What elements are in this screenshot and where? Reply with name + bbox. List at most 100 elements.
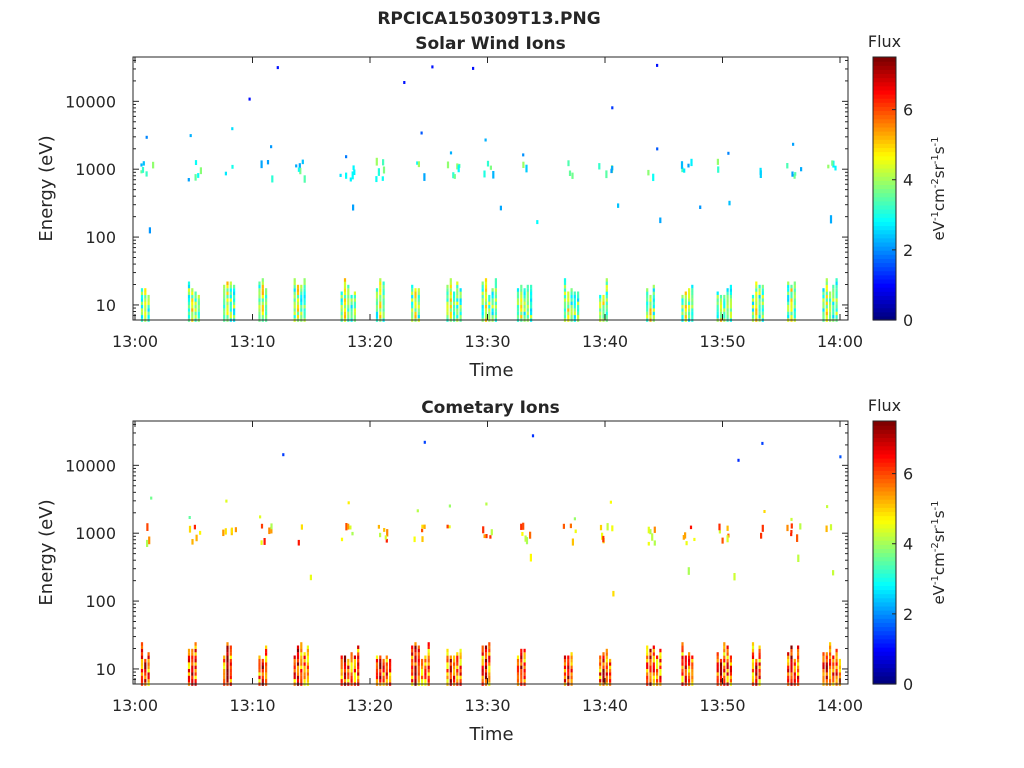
flux-cell [187, 648, 191, 653]
flux-cell [646, 662, 649, 666]
flux-cell [719, 668, 723, 673]
flux-cell [659, 648, 662, 653]
flux-cell [659, 668, 662, 673]
flux-cell [797, 672, 800, 676]
flux-cell [729, 678, 732, 683]
flux-cell [382, 281, 385, 285]
flux-cell [835, 648, 838, 653]
flux-cell [424, 668, 427, 673]
flux-cell [350, 304, 353, 309]
colorbar-step [873, 544, 896, 549]
flux-cell [488, 308, 491, 312]
colorbar-step [873, 499, 896, 504]
flux-cell [681, 304, 684, 309]
flux-cell [520, 308, 523, 312]
flux-cell [726, 658, 729, 663]
flux-cell [832, 301, 835, 305]
flux-cell [145, 171, 148, 177]
flux-cell [306, 648, 309, 653]
flux-cell [144, 298, 147, 302]
flux-cell [481, 665, 484, 669]
colorbar-step [873, 114, 896, 120]
flux-cell [602, 668, 605, 673]
flux-cell [652, 665, 655, 669]
flux-cell [523, 304, 526, 309]
flux-cell [191, 288, 194, 292]
flux-cell [265, 648, 268, 653]
flux-cell [296, 662, 300, 666]
flux-cell [343, 675, 347, 680]
flux-cell [144, 291, 147, 295]
colorbar-step [873, 184, 896, 190]
flux-cell [699, 205, 702, 210]
flux-cell [303, 288, 306, 292]
flux-cell [838, 672, 841, 676]
colorbar-step [873, 507, 896, 513]
flux-cell [379, 314, 382, 319]
flux-cell [226, 294, 229, 299]
flux-cell [375, 314, 379, 319]
flux-cell [761, 308, 764, 312]
flux-cell [797, 645, 800, 649]
flux-cell [829, 311, 832, 316]
flux-cell [226, 284, 229, 289]
flux-cell [601, 532, 604, 540]
colorbar-step [873, 679, 896, 685]
flux-cell [606, 523, 609, 531]
flux-cell [343, 314, 347, 319]
x-tick-label: 13:00 [112, 332, 158, 351]
flux-cell [140, 668, 144, 673]
flux-cell [194, 672, 197, 676]
flux-cell [350, 672, 353, 676]
flux-cell [144, 304, 147, 309]
flux-cell [525, 537, 529, 545]
flux-cell [150, 496, 153, 500]
flux-cell [258, 281, 261, 285]
flux-cell [481, 281, 484, 285]
flux-cell [646, 672, 649, 676]
flux-cell [421, 675, 424, 680]
flux-cell [261, 294, 264, 299]
flux-cell [350, 301, 353, 305]
flux-cell [226, 642, 229, 646]
flux-cell [226, 291, 229, 295]
flux-cell [375, 672, 379, 676]
flux-cell [303, 672, 306, 676]
flux-cell [385, 668, 388, 673]
flux-cell [417, 675, 420, 680]
spectrogram-cells [140, 63, 838, 322]
flux-cell [827, 164, 830, 169]
flux-cell [351, 171, 354, 180]
flux-cell [494, 301, 497, 305]
flux-cell [599, 658, 602, 663]
flux-cell [733, 573, 736, 581]
flux-cell [563, 301, 567, 305]
flux-cell [646, 665, 649, 669]
colorbar-step [873, 429, 896, 434]
flux-cell [382, 314, 385, 319]
flux-cell [567, 294, 570, 299]
flux-cell [353, 658, 356, 663]
flux-cell [491, 294, 494, 299]
flux-cell [835, 278, 838, 282]
flux-cell [293, 658, 296, 663]
flux-cell [229, 281, 232, 285]
x-tick-label: 13:40 [582, 332, 628, 351]
flux-cell [453, 294, 456, 299]
flux-cell [791, 171, 794, 177]
colorbar-step [873, 81, 896, 87]
colorbar-step [873, 159, 896, 165]
flux-cell [417, 655, 420, 659]
colorbar-step [873, 482, 896, 488]
flux-cell [656, 147, 659, 151]
flux-cell [340, 668, 343, 673]
flux-cell [563, 298, 567, 302]
flux-cell [825, 658, 828, 663]
x-tick-label: 13:20 [347, 332, 393, 351]
flux-cell [385, 665, 388, 669]
flux-cell [790, 301, 793, 305]
flux-cell [602, 304, 605, 309]
flux-cell [343, 278, 347, 282]
x-tick-label: 13:00 [112, 696, 158, 715]
flux-cell [570, 311, 573, 316]
